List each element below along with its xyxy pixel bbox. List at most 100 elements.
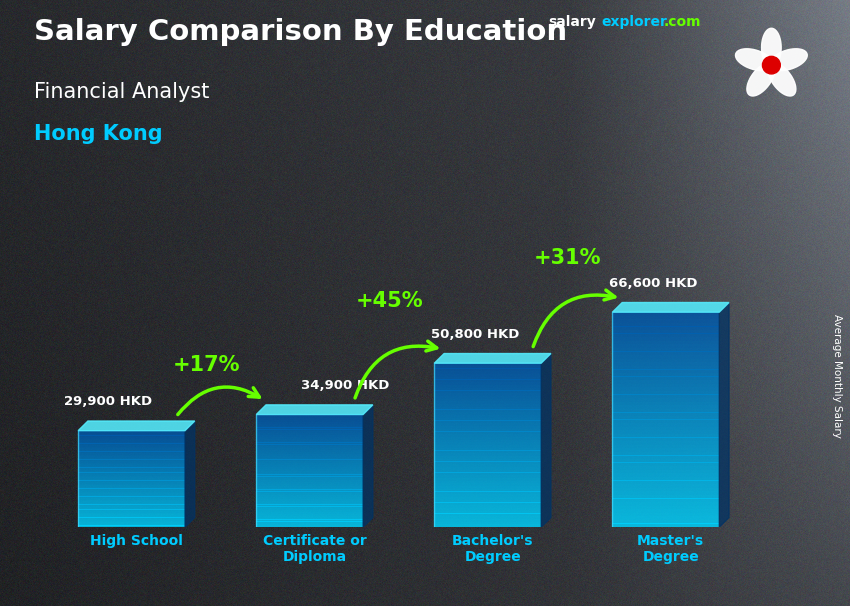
Bar [256,504,363,507]
Bar [78,456,185,458]
Bar [256,474,363,476]
Bar [612,351,719,355]
Bar [612,312,719,316]
Bar [256,416,363,418]
Bar [78,435,185,437]
Bar [434,401,541,404]
Bar [612,524,719,527]
Bar [434,448,541,451]
Bar [256,463,363,465]
Bar [612,494,719,499]
Bar [78,477,185,479]
Bar [434,418,541,421]
Bar [256,444,363,447]
Bar [78,496,185,498]
Bar [256,495,363,497]
Bar [256,424,363,426]
Bar [78,447,185,448]
Bar [256,441,363,443]
Bar [78,444,185,445]
Bar [256,425,363,428]
Text: Hong Kong: Hong Kong [34,124,162,144]
Bar [434,388,541,390]
Bar [612,344,719,348]
Bar [256,497,363,499]
Bar [434,481,541,484]
Bar [256,456,363,458]
Bar [78,434,185,436]
Text: 50,800 HKD: 50,800 HKD [431,328,519,341]
Bar [612,509,719,513]
Bar [612,445,719,448]
Bar [434,456,541,459]
Bar [78,469,185,471]
Bar [78,524,185,525]
Bar [256,446,363,448]
Bar [612,516,719,520]
Bar [612,502,719,506]
Bar [256,415,363,416]
Bar [434,368,541,371]
Bar [434,522,541,524]
Bar [612,398,719,402]
Bar [256,499,363,501]
Bar [78,467,185,469]
Bar [612,387,719,391]
Bar [612,362,719,366]
Bar [434,470,541,473]
Bar [256,461,363,464]
Bar [434,442,541,445]
Bar [612,473,719,477]
Bar [434,508,541,511]
Bar [434,396,541,399]
Bar [78,506,185,508]
Bar [612,498,719,502]
Text: salary: salary [548,15,596,29]
Bar [612,384,719,387]
Bar [612,323,719,327]
Bar [434,472,541,475]
Bar [612,359,719,362]
FancyArrowPatch shape [355,341,437,398]
Bar [612,438,719,441]
Bar [78,516,185,518]
Text: +45%: +45% [356,290,423,310]
Bar [78,462,185,464]
Bar [256,439,363,441]
Bar [256,525,363,527]
Bar [612,441,719,445]
Bar [256,431,363,433]
Bar [256,491,363,493]
Bar [256,518,363,520]
Bar [434,453,541,456]
Bar [612,316,719,319]
Bar [612,430,719,434]
Bar [434,511,541,513]
Bar [612,408,719,413]
Bar [256,429,363,431]
Bar [434,363,541,366]
Bar [78,488,185,490]
Bar [256,507,363,508]
Bar [256,493,363,495]
Bar [612,491,719,495]
Bar [434,491,541,494]
Polygon shape [363,405,373,527]
Bar [78,513,185,514]
Bar [78,511,185,513]
Bar [256,450,363,452]
Bar [78,437,185,439]
Bar [78,466,185,468]
Bar [78,508,185,510]
Bar [612,434,719,438]
Bar [434,365,541,368]
Bar [78,500,185,502]
Bar [434,450,541,453]
Bar [612,419,719,423]
Bar [256,420,363,422]
Bar [612,366,719,370]
Bar [612,395,719,398]
Text: +31%: +31% [534,248,602,268]
Bar [434,415,541,418]
Bar [434,382,541,385]
